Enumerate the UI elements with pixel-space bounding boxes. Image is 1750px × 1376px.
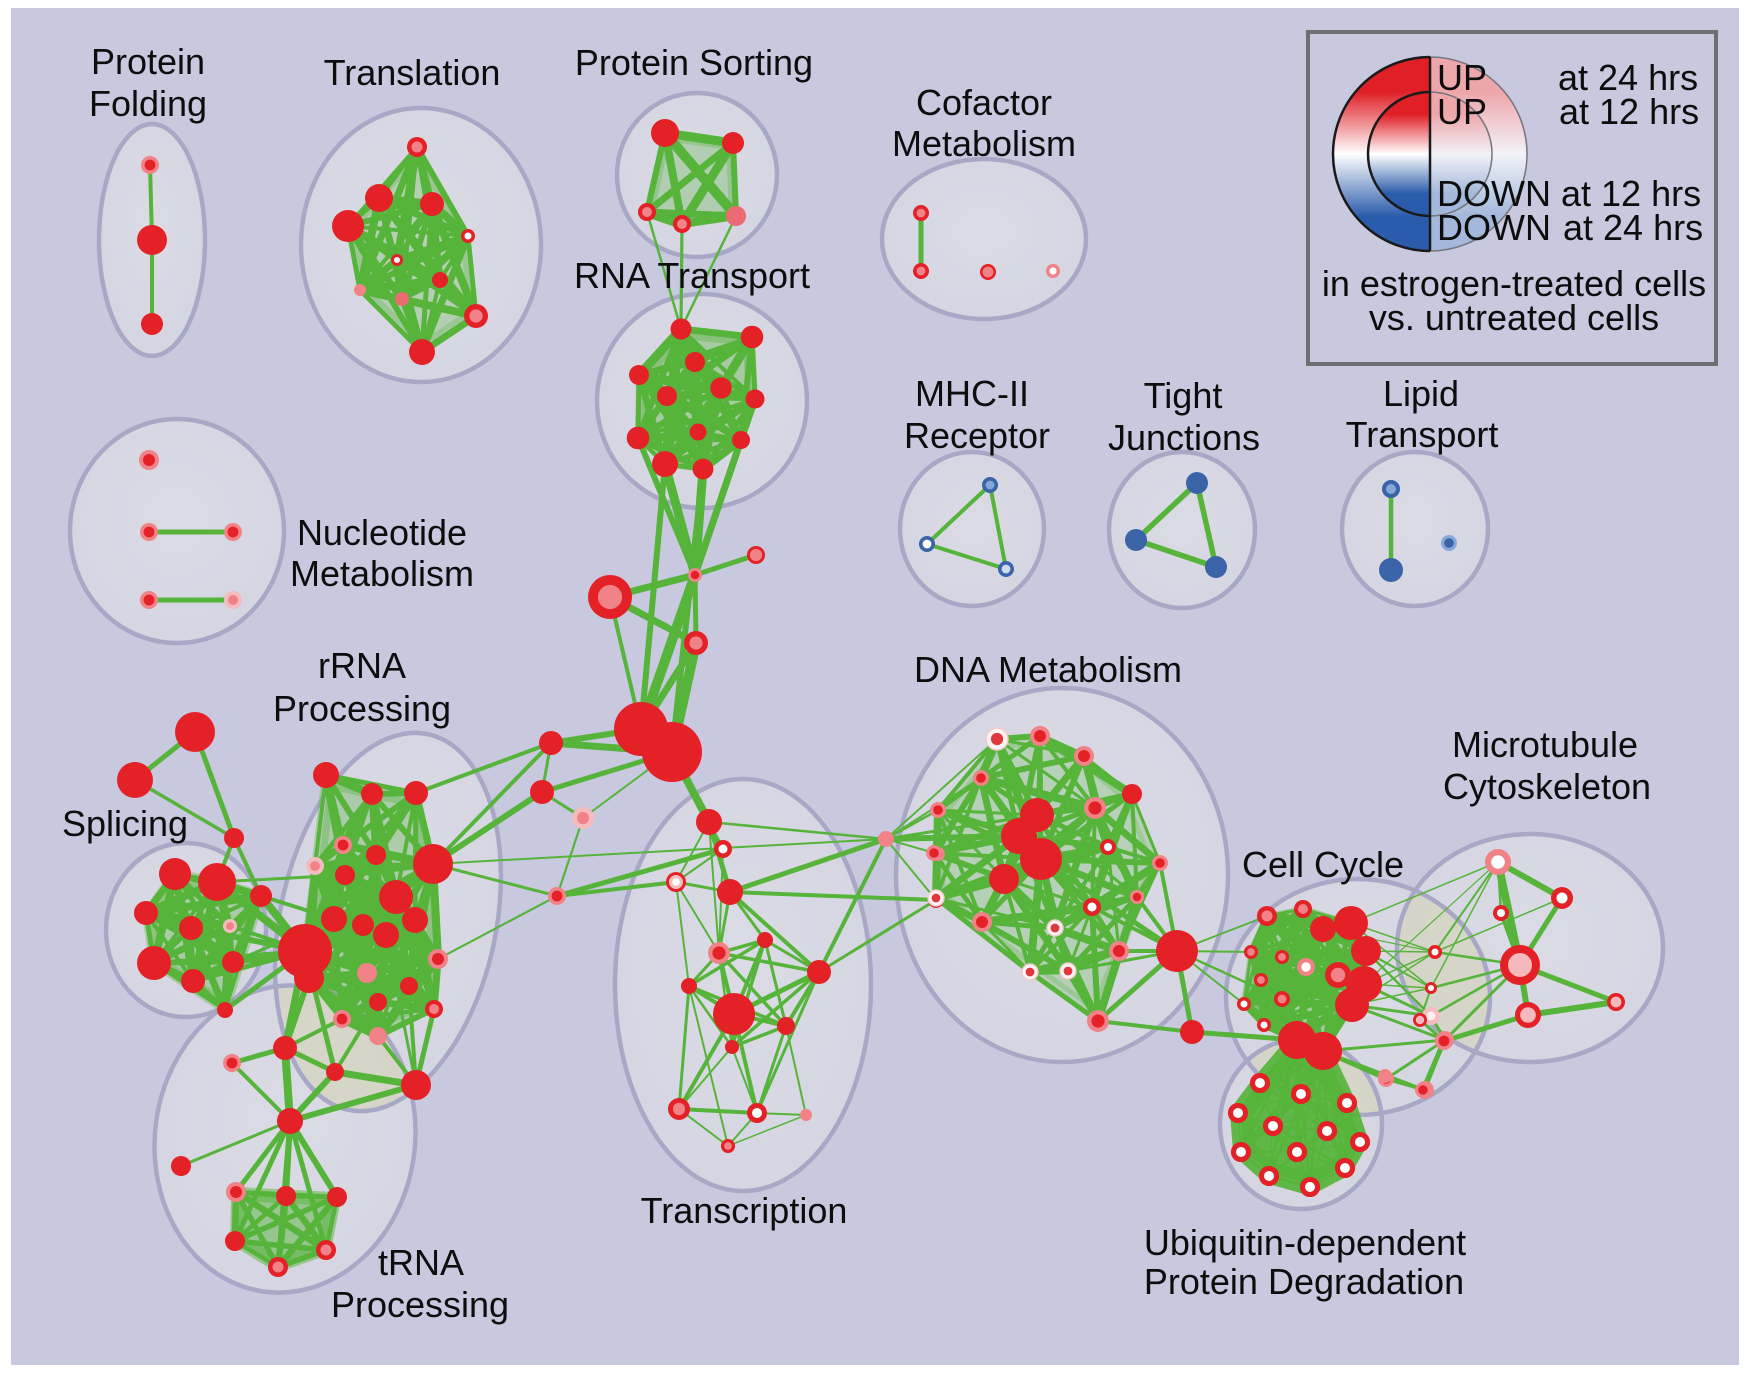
svg-text:Processing: Processing (331, 1284, 509, 1325)
svg-text:UP: UP (1437, 57, 1487, 98)
svg-text:Splicing: Splicing (62, 803, 188, 844)
svg-text:DOWN: DOWN (1437, 173, 1551, 214)
svg-text:Transcription: Transcription (641, 1190, 848, 1231)
svg-text:Transport: Transport (1346, 414, 1499, 455)
svg-text:Cell Cycle: Cell Cycle (1242, 844, 1404, 885)
svg-text:Ubiquitin-dependent: Ubiquitin-dependent (1144, 1222, 1466, 1263)
svg-text:tRNA: tRNA (378, 1242, 464, 1283)
svg-text:Metabolism: Metabolism (290, 553, 474, 594)
svg-text:Tight: Tight (1144, 375, 1223, 416)
svg-text:vs. untreated cells: vs. untreated cells (1369, 297, 1659, 338)
svg-text:Protein: Protein (91, 41, 205, 82)
svg-text:UP: UP (1437, 91, 1487, 132)
svg-text:MHC-II: MHC-II (915, 373, 1029, 414)
svg-text:Junctions: Junctions (1108, 417, 1260, 458)
svg-text:Microtubule: Microtubule (1452, 724, 1638, 765)
svg-text:Cofactor: Cofactor (916, 82, 1052, 123)
svg-text:Metabolism: Metabolism (892, 123, 1076, 164)
svg-text:rRNA: rRNA (318, 645, 406, 686)
svg-text:RNA Transport: RNA Transport (574, 255, 810, 296)
svg-text:Folding: Folding (89, 83, 207, 124)
svg-text:at 24 hrs: at 24 hrs (1563, 207, 1703, 248)
svg-text:Protein Degradation: Protein Degradation (1144, 1261, 1464, 1302)
svg-text:DNA Metabolism: DNA Metabolism (914, 649, 1182, 690)
svg-text:Cytoskeleton: Cytoskeleton (1443, 766, 1651, 807)
svg-text:at 24 hrs: at 24 hrs (1558, 57, 1698, 98)
svg-text:Receptor: Receptor (904, 415, 1050, 456)
svg-text:in estrogen-treated cells: in estrogen-treated cells (1322, 263, 1706, 304)
svg-text:at 12 hrs: at 12 hrs (1561, 173, 1701, 214)
svg-text:Translation: Translation (324, 52, 501, 93)
svg-text:at 12 hrs: at 12 hrs (1559, 91, 1699, 132)
svg-text:DOWN: DOWN (1437, 207, 1551, 248)
svg-text:Nucleotide: Nucleotide (297, 512, 467, 553)
svg-text:Lipid: Lipid (1383, 373, 1459, 414)
svg-text:Protein Sorting: Protein Sorting (575, 42, 813, 83)
svg-text:Processing: Processing (273, 688, 451, 729)
